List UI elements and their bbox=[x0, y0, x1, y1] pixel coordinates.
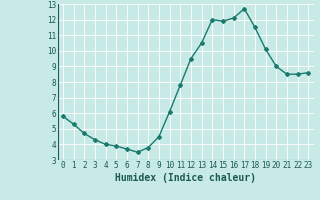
X-axis label: Humidex (Indice chaleur): Humidex (Indice chaleur) bbox=[115, 173, 256, 183]
